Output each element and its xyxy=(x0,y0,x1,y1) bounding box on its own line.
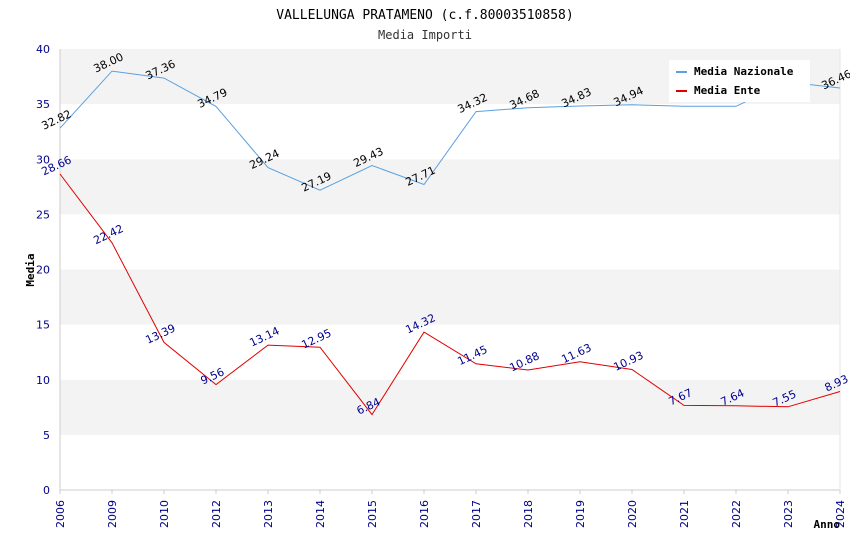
chart-title: VALLELUNGA PRATAMENO (c.f.80003510858) xyxy=(276,8,573,23)
y-tick-label: 40 xyxy=(36,43,50,56)
x-tick-label: 2019 xyxy=(574,500,587,528)
x-tick-label: 2014 xyxy=(314,500,327,528)
x-tick-label: 2013 xyxy=(262,500,275,528)
x-tick-label: 2024 xyxy=(834,500,847,528)
grid-band xyxy=(60,434,840,490)
x-tick-label: 2017 xyxy=(470,500,483,528)
x-tick-label: 2010 xyxy=(158,500,171,528)
y-tick-label: 5 xyxy=(43,429,50,442)
x-tick-label: 2018 xyxy=(522,500,535,528)
y-tick-label: 10 xyxy=(36,374,50,387)
y-tick-label: 20 xyxy=(36,264,50,277)
y-axis-label: Media xyxy=(24,253,37,286)
x-tick-label: 2015 xyxy=(366,500,379,528)
y-tick-label: 0 xyxy=(43,484,50,497)
axes xyxy=(59,49,841,491)
series-lines xyxy=(59,70,841,416)
grid-bands xyxy=(60,49,840,490)
y-tick-label: 25 xyxy=(36,208,50,221)
x-tick-label: 2012 xyxy=(210,500,223,528)
legend-label-media-ente: Media Ente xyxy=(694,84,761,97)
x-tick-label: 2022 xyxy=(730,500,743,528)
grid-band xyxy=(60,159,840,215)
x-tick-label: 2023 xyxy=(782,500,795,528)
y-tick-label: 30 xyxy=(36,153,50,166)
x-tick-label: 2020 xyxy=(626,500,639,528)
grid-band xyxy=(60,214,840,270)
series-line-media-nazionale xyxy=(59,70,841,191)
grid-band xyxy=(60,269,840,325)
grid-band xyxy=(60,324,840,380)
grid-band xyxy=(60,379,840,435)
legend-label-media-nazionale: Media Nazionale xyxy=(694,65,794,78)
x-tick-label: 2021 xyxy=(678,500,691,528)
x-tick-label: 2016 xyxy=(418,500,431,528)
series-line-media-ente xyxy=(59,173,841,416)
x-tick-label: 2009 xyxy=(106,500,119,528)
chart-subtitle: Media Importi xyxy=(378,28,472,42)
legend: Media Nazionale Media Ente xyxy=(669,60,810,102)
x-tick-label: 2006 xyxy=(54,500,67,528)
x-axis-label: Anno xyxy=(814,518,841,531)
y-tick-label: 35 xyxy=(36,98,50,111)
legend-box xyxy=(669,60,810,102)
x-axis-ticks: 2006 2009 2010 2012 2013 2014 2015 2016 2017 2018… xyxy=(54,490,847,528)
y-axis-ticks: 0 5 10 15 20 25 30 35 40 xyxy=(36,43,50,497)
grid-band xyxy=(60,104,840,160)
y-tick-label: 15 xyxy=(36,319,50,332)
